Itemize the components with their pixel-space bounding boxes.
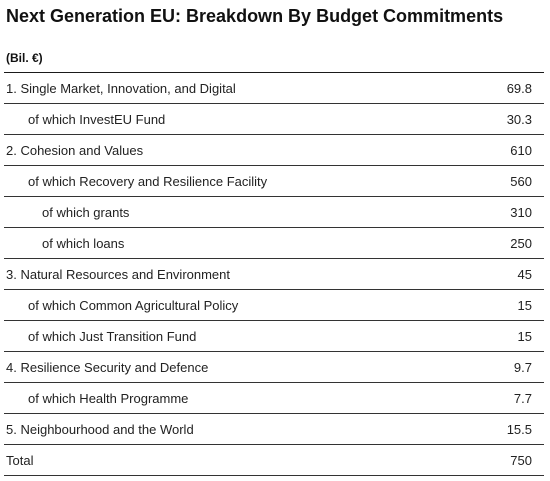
row-label: of which Recovery and Resilience Facilit… — [28, 174, 268, 189]
table-row: of which grants 310 — [4, 197, 544, 228]
row-label: 4. Resilience Security and Defence — [6, 360, 209, 375]
row-label: 1. Single Market, Innovation, and Digita… — [6, 81, 236, 96]
table-row: of which InvestEU Fund 30.3 — [4, 104, 544, 135]
table-row: 5. Neighbourhood and the World 15.5 — [4, 414, 544, 445]
row-value: 310 — [510, 205, 532, 220]
page-title: Next Generation EU: Breakdown By Budget … — [6, 6, 504, 26]
table-row: of which Health Programme 7.7 — [4, 383, 544, 414]
row-label: of which InvestEU Fund — [28, 112, 166, 127]
row-label: of which loans — [42, 236, 125, 251]
table-row: 2. Cohesion and Values 610 — [4, 135, 544, 166]
row-value: 45 — [517, 267, 532, 282]
row-value: 30.3 — [506, 112, 532, 127]
table-row: 4. Resilience Security and Defence 9.7 — [4, 352, 544, 383]
table-row: of which Just Transition Fund 15 — [4, 321, 544, 352]
row-value: 9.7 — [513, 360, 532, 375]
table-row: of which Common Agricultural Policy 15 — [4, 290, 544, 321]
row-value: 610 — [510, 143, 532, 158]
row-label: of which Common Agricultural Policy — [28, 298, 239, 313]
row-label: 5. Neighbourhood and the World — [6, 422, 194, 437]
table-row: 3. Natural Resources and Environment 45 — [4, 259, 544, 290]
row-value: 560 — [510, 174, 532, 189]
row-label: of which Just Transition Fund — [28, 329, 197, 344]
row-label: 3. Natural Resources and Environment — [6, 267, 231, 282]
row-value: 7.7 — [513, 391, 532, 406]
table-row: of which loans 250 — [4, 228, 544, 259]
unit-label: (Bil. €) — [6, 51, 43, 65]
row-label: Total — [6, 453, 34, 468]
table-total-row: Total 750 — [4, 445, 544, 476]
row-label: of which Health Programme — [28, 391, 189, 406]
row-value: 15 — [517, 298, 532, 313]
row-value: 750 — [510, 453, 532, 468]
row-value: 69.8 — [506, 81, 532, 96]
table-row: of which Recovery and Resilience Facilit… — [4, 166, 544, 197]
row-value: 250 — [510, 236, 532, 251]
row-label: 2. Cohesion and Values — [6, 143, 144, 158]
table-row: 1. Single Market, Innovation, and Digita… — [4, 73, 544, 104]
row-value: 15.5 — [506, 422, 532, 437]
row-value: 15 — [517, 329, 532, 344]
budget-table: 1. Single Market, Innovation, and Digita… — [4, 72, 544, 476]
row-label: of which grants — [42, 205, 130, 220]
